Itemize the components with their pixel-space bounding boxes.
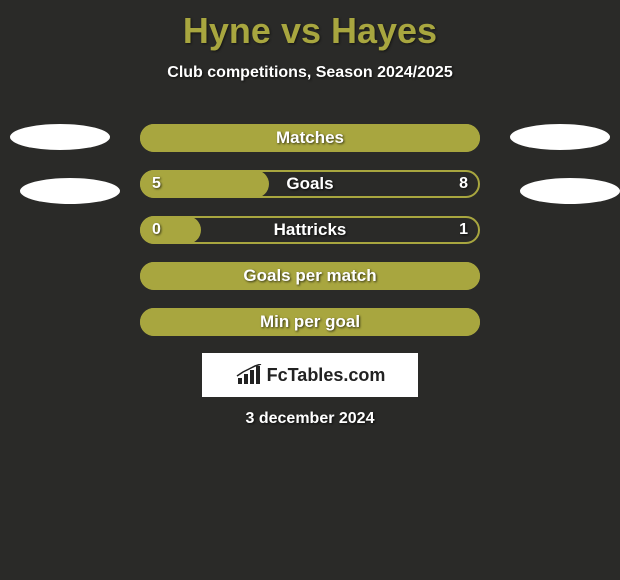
logo-box: FcTables.com — [202, 353, 418, 397]
page-title: Hyne vs Hayes — [0, 0, 620, 52]
logo-text: FcTables.com — [267, 365, 386, 386]
bar-value-right: 1 — [459, 216, 468, 244]
bar-value-right: 8 — [459, 170, 468, 198]
avatar-placeholder-left-2 — [20, 178, 120, 204]
bar-label: Goals — [140, 170, 480, 198]
bar-label: Matches — [140, 124, 480, 152]
bar-label: Min per goal — [140, 308, 480, 336]
bar-label: Goals per match — [140, 262, 480, 290]
bar-row-min-per-goal: Min per goal — [140, 308, 480, 336]
bar-row-matches: Matches — [140, 124, 480, 152]
subtitle: Club competitions, Season 2024/2025 — [0, 64, 620, 82]
avatar-placeholder-right-2 — [520, 178, 620, 204]
bar-row-goals: 5 Goals 8 — [140, 170, 480, 198]
bar-row-hattricks: 0 Hattricks 1 — [140, 216, 480, 244]
bar-row-goals-per-match: Goals per match — [140, 262, 480, 290]
avatar-placeholder-right-1 — [510, 124, 610, 150]
avatar-placeholder-left-1 — [10, 124, 110, 150]
bar-label: Hattricks — [140, 216, 480, 244]
date-text: 3 december 2024 — [0, 410, 620, 428]
chart-icon — [235, 364, 263, 386]
comparison-bars: Matches 5 Goals 8 0 Hattricks 1 Goals pe… — [140, 124, 480, 354]
